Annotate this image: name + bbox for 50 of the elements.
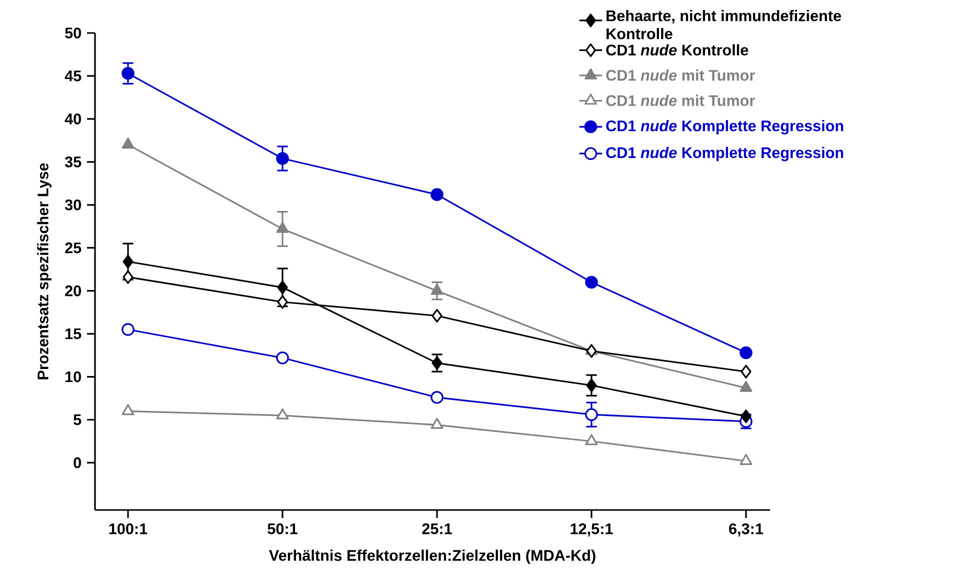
point: [276, 351, 289, 364]
point: [432, 356, 442, 370]
point: [277, 280, 288, 294]
point: [122, 323, 134, 336]
legend-label: CD1 nude Komplette Regression: [606, 146, 844, 162]
y-tick-label: 5: [74, 414, 82, 426]
y-tick-label: 45: [64, 70, 82, 82]
point: [122, 404, 134, 416]
y-tick-label: 30: [64, 199, 81, 210]
x-tick-label: 50:1: [268, 523, 298, 534]
point: [740, 410, 752, 424]
point: [740, 380, 752, 392]
point: [585, 276, 598, 289]
legend-label: CD1 nude Kontrolle: [606, 44, 748, 56]
x-tick-label: 12,5:1: [570, 523, 613, 536]
point: [430, 188, 444, 201]
y-tick-label: 0: [74, 457, 82, 468]
point: [276, 152, 289, 165]
y-tick-label: 20: [65, 285, 81, 296]
point: [277, 295, 288, 309]
point: [122, 66, 134, 80]
y-tick-label: 50: [65, 28, 81, 38]
legend-label: CD1 nude mit Tumor: [606, 70, 755, 81]
point: [586, 344, 597, 358]
point: [740, 454, 752, 465]
legend-label: CD1 nude mit Tumor: [606, 94, 755, 106]
x-tick-label: 25:1: [422, 523, 452, 534]
y-tick-label: 10: [66, 371, 81, 382]
point: [430, 391, 444, 404]
point: [276, 408, 289, 420]
point: [585, 434, 598, 446]
y-tick-label: 40: [64, 114, 81, 124]
point: [122, 138, 134, 149]
point: [430, 418, 444, 429]
point: [740, 346, 752, 360]
point: [432, 308, 442, 323]
x-tick-label: 6,3:1: [729, 523, 764, 536]
x-axis-title: Verhältnis Effektorzellen:Zielzellen (MDA-Kd): [269, 550, 596, 564]
y-tick-label: 25: [65, 242, 82, 254]
y-tick-label: 35: [64, 156, 82, 168]
x-tick-label: 100:1: [109, 523, 148, 534]
point: [122, 270, 134, 284]
point: [585, 408, 598, 421]
point: [740, 364, 752, 378]
y-tick-label: 15: [66, 328, 82, 340]
y-axis-title: Prozentsatz spezifischer Lyse: [37, 163, 52, 380]
point: [122, 254, 134, 268]
point: [586, 378, 597, 392]
point: [276, 222, 289, 233]
legend-label: CD1 nude Komplette Regression: [606, 120, 844, 134]
